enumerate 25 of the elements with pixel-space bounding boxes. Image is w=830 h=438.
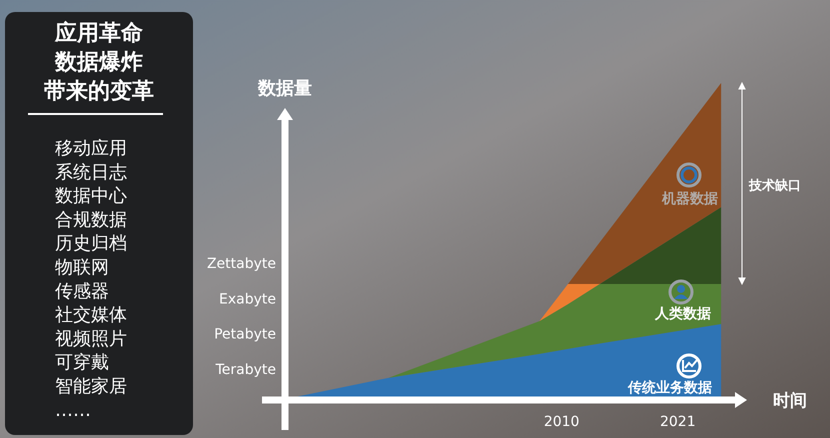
text: 视频照片 [55, 328, 127, 350]
series-label: 传统业务数据 [627, 379, 712, 396]
text: 传感器 [55, 280, 109, 302]
text: 历史归档 [55, 233, 127, 254]
text: 可穿戴 [55, 352, 109, 374]
x-tick-label: 2021 [660, 414, 696, 430]
text: Petabyte [214, 326, 276, 343]
text: 移动应用 [55, 138, 127, 159]
text: 合规数据 [55, 209, 127, 230]
y-axis-title: 数据量 [257, 78, 312, 99]
text: 数据中心 [55, 186, 127, 207]
legend-label: 机器数据 [661, 191, 718, 207]
text: 社交媒体 [55, 304, 127, 326]
x-axis-title: 时间 [773, 391, 807, 411]
text: 应用革命数据爆炸带来的变革 [44, 20, 154, 104]
text: 技术缺口 [748, 178, 801, 194]
text: 智能家居 [55, 376, 127, 397]
text: Zettabyte [206, 256, 276, 272]
x-tick-label: 2010 [544, 414, 580, 430]
text: …… [55, 400, 91, 421]
legend-label: 人类数据 [654, 306, 711, 322]
text: 物联网 [55, 257, 109, 278]
text: Exabyte [219, 291, 276, 308]
text: Terabyte [214, 362, 276, 378]
text: 系统日志 [55, 162, 127, 183]
